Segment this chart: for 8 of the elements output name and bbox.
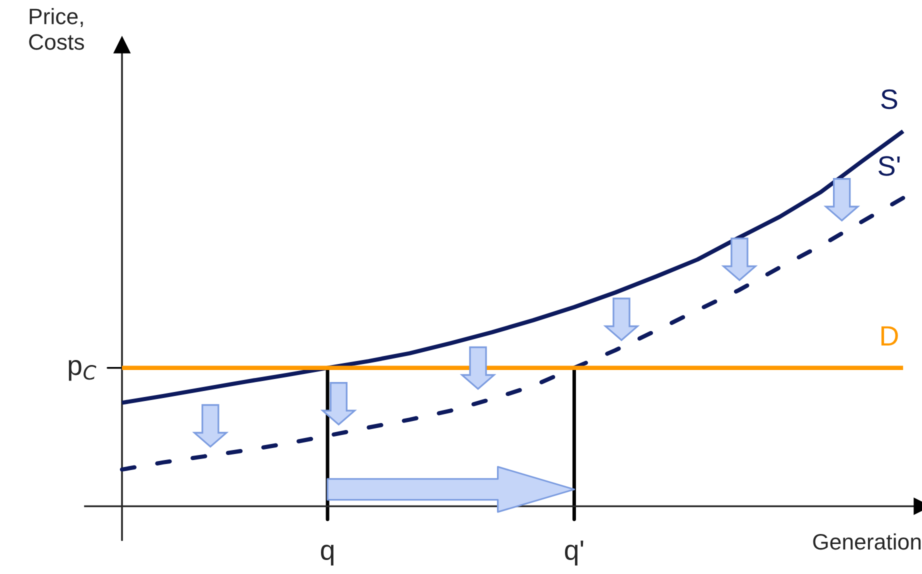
- y-axis-title: Price, Costs: [29, 8, 84, 50]
- series-label: D: [881, 326, 898, 346]
- series-label: S': [878, 156, 900, 176]
- x-tick-label: q': [565, 540, 584, 566]
- x-tick-label: q: [320, 544, 334, 566]
- series-label: S: [881, 89, 898, 110]
- x-axis-title: Generation: [813, 533, 921, 550]
- annotation: p$_{C}$: [68, 360, 96, 381]
